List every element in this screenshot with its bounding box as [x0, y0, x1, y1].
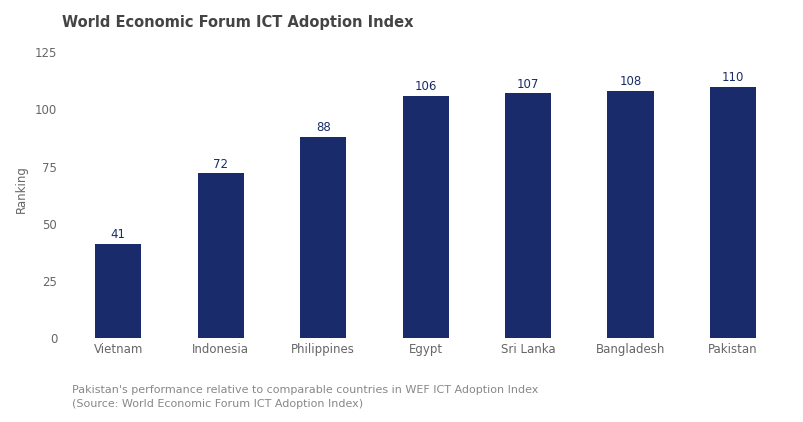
Bar — [402, 96, 448, 338]
Bar — [95, 244, 141, 338]
Text: 88: 88 — [316, 121, 330, 134]
Bar — [198, 173, 243, 338]
Y-axis label: Ranking: Ranking — [15, 165, 28, 213]
Text: 72: 72 — [213, 158, 228, 170]
Text: Pakistan's performance relative to comparable countries in WEF ICT Adoption Inde: Pakistan's performance relative to compa… — [72, 385, 538, 409]
Bar — [709, 87, 755, 338]
Text: 106: 106 — [414, 80, 436, 93]
Text: 41: 41 — [111, 228, 125, 241]
Text: 108: 108 — [618, 76, 641, 88]
Bar — [504, 93, 550, 338]
Text: 107: 107 — [516, 78, 539, 91]
Text: 110: 110 — [721, 71, 743, 84]
Bar — [607, 91, 653, 338]
Text: World Economic Forum ICT Adoption Index: World Economic Forum ICT Adoption Index — [62, 15, 414, 30]
Bar — [300, 137, 346, 338]
